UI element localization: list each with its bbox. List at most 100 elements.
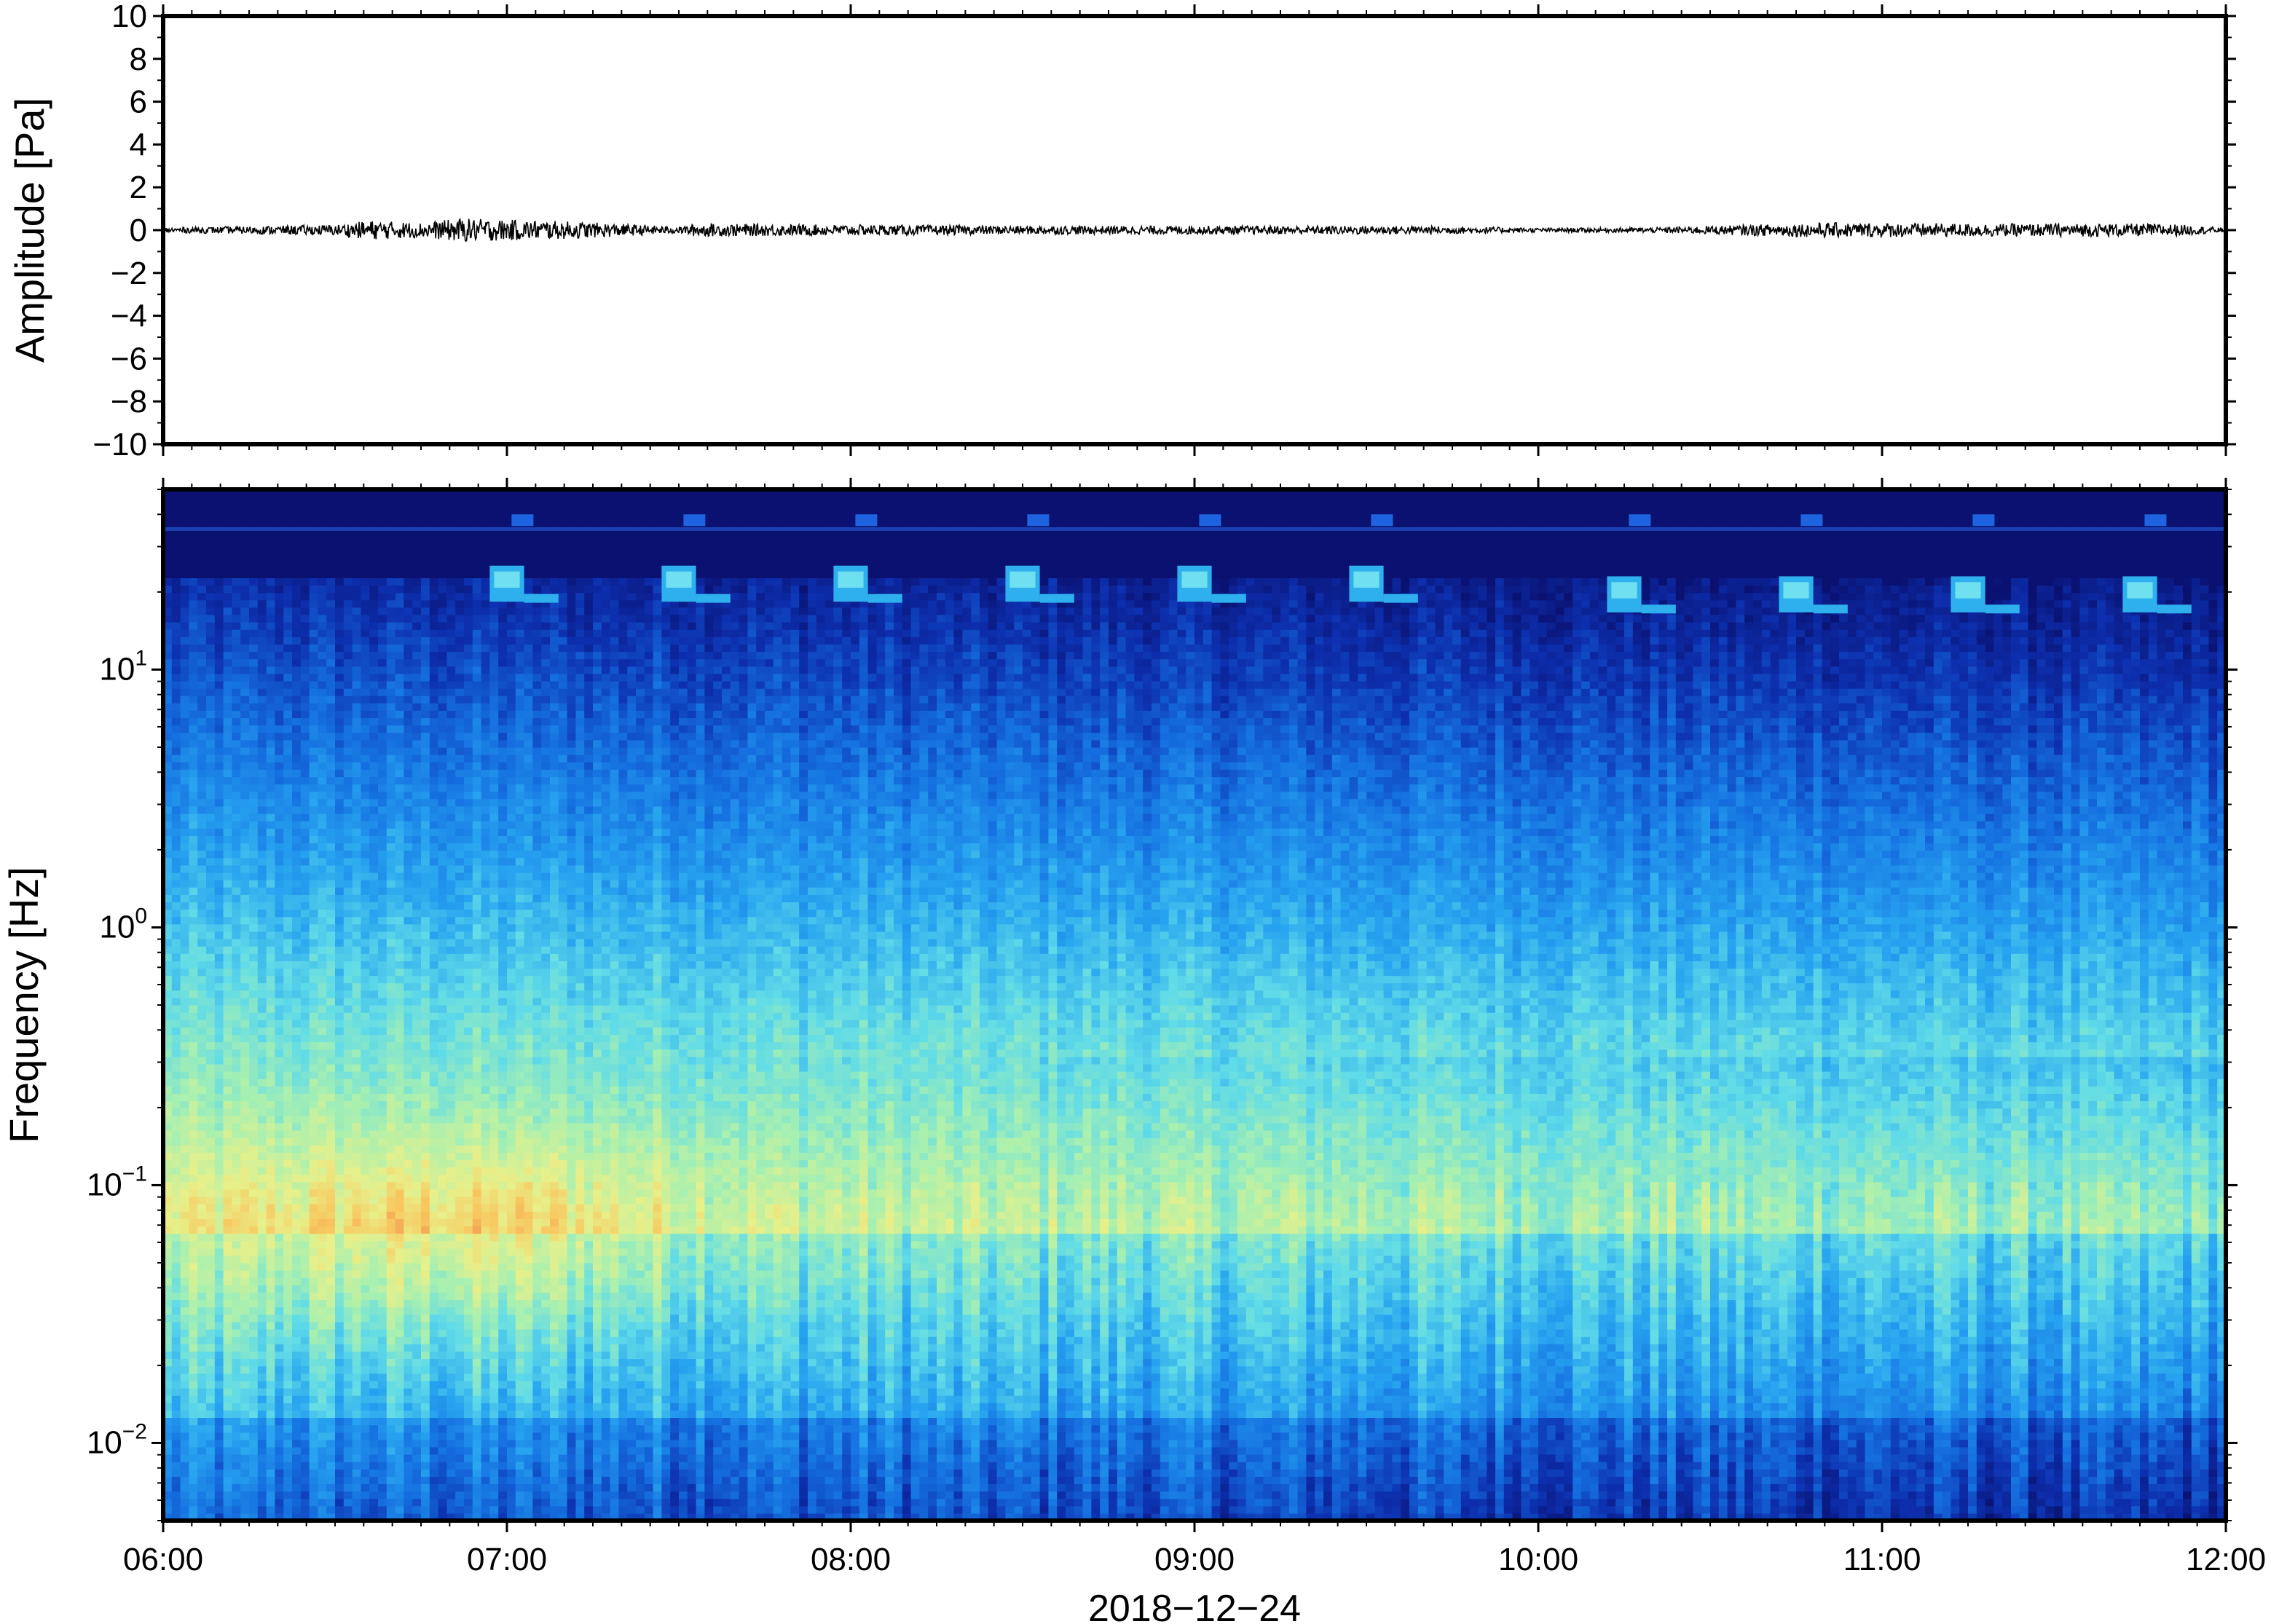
spectrogram-cell xyxy=(524,1462,533,1470)
spectrogram-cell xyxy=(833,1483,842,1491)
spectrogram-cell xyxy=(593,1432,602,1440)
spectrogram-cell xyxy=(1057,1476,1066,1484)
spectrogram-cell xyxy=(2140,1440,2149,1448)
spectrogram-cell xyxy=(859,1425,868,1433)
spectrogram-cell xyxy=(404,1476,412,1484)
spectrogram-cell xyxy=(516,1469,524,1477)
spectrogram-cell xyxy=(1306,1491,1315,1499)
spectrogram-cell xyxy=(361,1454,369,1462)
spectrogram-cell xyxy=(1633,1483,1642,1491)
spectrogram-cell xyxy=(473,1506,481,1514)
spectrogram-cell xyxy=(1573,1447,1581,1455)
spectrogram-cell xyxy=(602,1447,610,1455)
spectrogram-cell xyxy=(1513,1506,1522,1514)
spectrogram-cell xyxy=(559,1454,567,1462)
spectrogram-cell xyxy=(833,1432,842,1440)
spectrogram-cell xyxy=(1667,1417,1676,1425)
spectrogram-cell xyxy=(532,1469,541,1477)
spectrogram-cell xyxy=(361,1417,369,1425)
spectrogram-cell xyxy=(962,1499,971,1507)
spectrogram-cell xyxy=(1040,1499,1049,1507)
spectrogram-cell xyxy=(507,1447,516,1455)
spectrogram-cell xyxy=(1848,1469,1857,1477)
spectrogram-cell xyxy=(2088,1425,2097,1433)
spectrogram-cell xyxy=(446,1483,455,1491)
spectrogram-cell xyxy=(1693,1454,1701,1462)
spectrogram-cell xyxy=(1109,1440,1117,1448)
spectrogram-cell xyxy=(301,1447,310,1455)
spectrogram-cell xyxy=(1822,1454,1830,1462)
spectrogram-cell xyxy=(498,1447,507,1455)
spectrogram-cell xyxy=(1985,1476,1994,1484)
spectrogram-cell xyxy=(283,1440,292,1448)
spectrogram-cell xyxy=(618,1417,627,1425)
spectrogram-cell xyxy=(971,1440,980,1448)
spectrogram-cell xyxy=(1916,1454,1925,1462)
spectrogram-cell xyxy=(1263,1491,1272,1499)
spectrogram-cell xyxy=(962,1454,971,1462)
spectrogram-cell xyxy=(1409,1462,1418,1470)
spectrogram-cell xyxy=(1900,1454,1908,1462)
spectrogram-cell xyxy=(1762,1440,1771,1448)
spectrogram-cell xyxy=(197,1476,206,1484)
spectrogram-cell xyxy=(962,1440,971,1448)
spectrogram-cell xyxy=(1194,1462,1203,1470)
spectrogram-cell xyxy=(2002,1499,2011,1507)
spectrogram-cell xyxy=(954,1483,963,1491)
spectrogram-cell xyxy=(2097,1417,2106,1425)
spectrogram-cell xyxy=(584,1462,593,1470)
spectrogram-cell xyxy=(1908,1476,1916,1484)
spectrogram-cell xyxy=(1658,1425,1667,1433)
spectrogram-cell xyxy=(816,1499,825,1507)
spectrogram-cell xyxy=(1255,1462,1264,1470)
spectrogram-cell xyxy=(2200,1432,2209,1440)
spectrogram-cell xyxy=(876,1447,885,1455)
spectrogram-cell xyxy=(2114,1454,2123,1462)
spectrogram-cell xyxy=(310,1462,318,1470)
spectrogram-cell xyxy=(1048,1483,1057,1491)
spectrogram-cell xyxy=(876,1425,885,1433)
spectrogram-cell xyxy=(1160,1499,1169,1507)
spectrogram-cell xyxy=(2020,1447,2028,1455)
spectrogram-cell xyxy=(473,1447,481,1455)
spectrogram-cell xyxy=(988,1462,997,1470)
spectrogram-cell xyxy=(344,1432,353,1440)
spectrogram-cell xyxy=(2079,1454,2088,1462)
spectrogram-cell xyxy=(1573,1476,1581,1484)
spectrogram-cell xyxy=(2063,1440,2071,1448)
spectrogram-cell xyxy=(326,1417,335,1425)
spectrogram-cell xyxy=(1934,1462,1943,1470)
spectrogram-cell xyxy=(1057,1462,1066,1470)
spectrogram-cell xyxy=(1993,1476,2002,1484)
spectrogram-cell xyxy=(189,1447,197,1455)
spectrogram-cell xyxy=(2165,1440,2174,1448)
spectrogram-cell xyxy=(2165,1476,2174,1484)
spectrogram-cell xyxy=(1100,1491,1109,1499)
spectrogram-cell xyxy=(2097,1425,2106,1433)
spectrogram-cell xyxy=(782,1483,791,1491)
spectrogram-cell xyxy=(1117,1417,1126,1425)
spectrogram-cell xyxy=(1109,1447,1117,1455)
spectrogram-cell xyxy=(618,1469,627,1477)
spectrogram-cell xyxy=(1134,1506,1143,1514)
spectrogram-cell xyxy=(1418,1483,1427,1491)
spectrogram-cell xyxy=(808,1476,816,1484)
spectrogram-cell xyxy=(481,1476,490,1484)
spectrogram-cell xyxy=(997,1417,1006,1425)
spectrogram-cell xyxy=(1461,1476,1470,1484)
spectrogram-cell xyxy=(1676,1425,1685,1433)
spectrogram-cell xyxy=(808,1454,816,1462)
spectrogram-cell xyxy=(189,1417,197,1425)
spectrogram-cell xyxy=(172,1410,181,1418)
spectrogram-cell xyxy=(602,1440,610,1448)
spectrogram-cell xyxy=(2079,1417,2088,1425)
spectrogram-cell xyxy=(1848,1417,1857,1425)
spectrogram-cell xyxy=(731,1417,739,1425)
spectrogram-cell xyxy=(894,1454,902,1462)
spectrogram-cell xyxy=(550,1476,559,1484)
spectrogram-cell xyxy=(1599,1506,1607,1514)
spectrogram-cell xyxy=(567,1469,576,1477)
spectrogram-cell xyxy=(696,1440,705,1448)
spectrogram-cell xyxy=(1349,1425,1358,1433)
spectrogram-cell xyxy=(318,1469,326,1477)
